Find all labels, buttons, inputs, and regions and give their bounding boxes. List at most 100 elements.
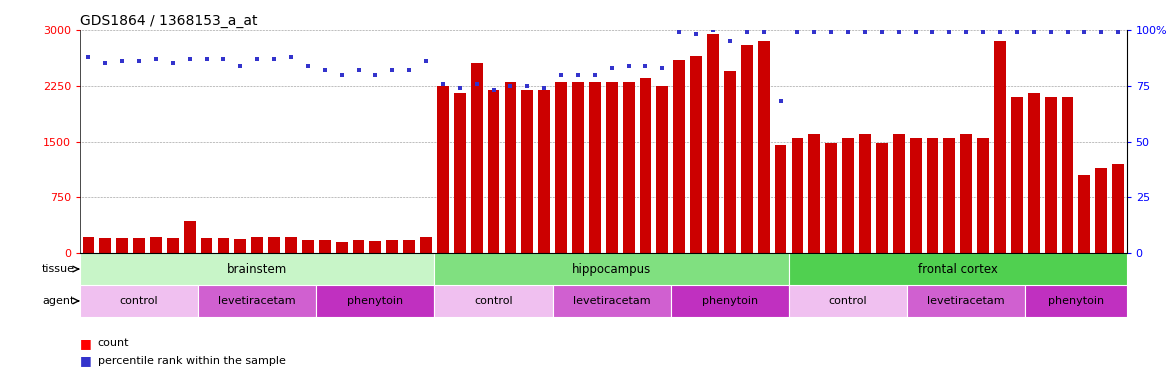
Point (737, 29, 756, 35)
Point (79, 54, 98, 60)
Point (636, 63, 655, 69)
Bar (789, 285, 907, 317)
Bar (167, 237, 179, 253)
Bar (791, 138, 803, 253)
Bar (808, 134, 820, 253)
Bar (907, 285, 1025, 317)
Text: levetiracetam: levetiracetam (928, 296, 1005, 306)
Bar (1011, 97, 1023, 253)
Bar (198, 285, 316, 317)
Point (281, 54, 300, 60)
Bar (201, 237, 213, 253)
Bar (80, 285, 198, 317)
Bar (521, 90, 533, 253)
Bar (927, 138, 938, 253)
Point (1091, 29, 1110, 35)
Point (703, 27, 722, 33)
Bar (572, 82, 583, 253)
Point (568, 72, 587, 78)
Bar (183, 221, 195, 253)
Point (96, 60, 115, 66)
Point (485, 87, 503, 93)
Bar (826, 143, 837, 253)
Text: ■: ■ (80, 354, 92, 367)
Point (838, 29, 857, 35)
Bar (943, 138, 955, 253)
Point (1109, 29, 1128, 35)
Bar (589, 82, 601, 253)
Point (602, 65, 621, 71)
Bar (234, 239, 246, 253)
Bar (488, 90, 500, 253)
Point (467, 81, 486, 87)
Bar (1025, 285, 1127, 317)
Point (670, 29, 689, 35)
Point (450, 85, 469, 91)
Bar (353, 240, 365, 253)
Bar (434, 253, 789, 285)
Point (349, 67, 368, 73)
Text: GDS1864 / 1368153_a_at: GDS1864 / 1368153_a_at (80, 13, 258, 28)
Bar (434, 285, 553, 317)
Bar (505, 82, 516, 253)
Bar (1062, 97, 1074, 253)
Point (855, 29, 874, 35)
Bar (961, 134, 973, 253)
Bar (858, 134, 871, 253)
Point (873, 29, 891, 35)
Bar (1028, 93, 1040, 253)
Point (129, 58, 148, 64)
Bar (420, 237, 432, 253)
Point (1058, 29, 1077, 35)
Text: control: control (829, 296, 868, 306)
Text: levetiracetam: levetiracetam (219, 296, 296, 306)
Text: brainstem: brainstem (227, 262, 287, 276)
Bar (82, 237, 94, 253)
Point (501, 83, 520, 89)
Point (180, 56, 199, 62)
Point (163, 60, 182, 66)
Text: agent: agent (42, 296, 75, 306)
Point (517, 83, 536, 89)
Point (754, 29, 773, 35)
Point (907, 29, 926, 35)
Point (113, 58, 132, 64)
Bar (470, 63, 482, 253)
Point (535, 85, 554, 91)
Text: phenytoin: phenytoin (702, 296, 759, 306)
Point (230, 63, 249, 69)
Bar (606, 82, 617, 253)
Point (416, 58, 435, 64)
Text: count: count (98, 338, 129, 348)
Point (147, 56, 166, 62)
Point (434, 81, 453, 87)
Bar (1044, 97, 1056, 253)
Point (400, 67, 419, 73)
Point (1008, 29, 1027, 35)
Bar (640, 78, 652, 253)
Bar (674, 60, 686, 253)
Bar (133, 237, 145, 253)
Point (923, 29, 942, 35)
Point (687, 32, 706, 38)
Point (383, 67, 402, 73)
Bar (116, 238, 128, 253)
Bar (775, 145, 787, 253)
Point (315, 67, 334, 73)
Point (940, 29, 958, 35)
Point (198, 56, 216, 62)
Point (1041, 29, 1060, 35)
Text: phenytoin: phenytoin (347, 296, 403, 306)
Text: ■: ■ (80, 337, 92, 350)
Bar (80, 253, 434, 285)
Text: phenytoin: phenytoin (1048, 296, 1104, 306)
Point (721, 38, 740, 44)
Text: control: control (120, 296, 159, 306)
Bar (724, 71, 736, 253)
Point (366, 72, 385, 78)
Bar (539, 90, 550, 253)
Bar (369, 241, 381, 253)
Point (653, 65, 671, 71)
Bar (656, 86, 668, 253)
Bar (319, 240, 330, 253)
